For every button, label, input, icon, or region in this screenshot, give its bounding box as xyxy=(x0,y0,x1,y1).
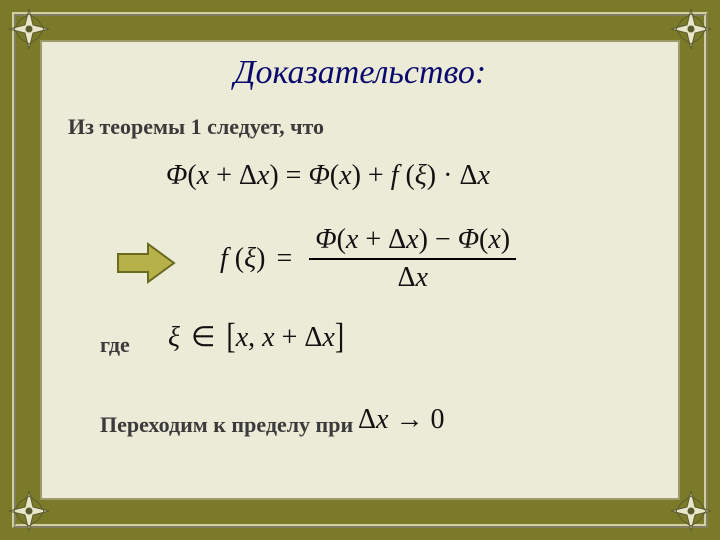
where-label: где xyxy=(100,332,130,358)
slide-outer-frame: Доказательство: Из теоремы 1 следует, чт… xyxy=(0,0,720,540)
fraction-denominator: Δx xyxy=(309,260,516,294)
xi-var: ξ xyxy=(168,322,180,353)
interval-body: x, x + Δx xyxy=(236,322,335,353)
slide-title: Доказательство: xyxy=(42,54,678,92)
bracket-right: ] xyxy=(335,316,344,358)
formula-2: f (ξ) = Φ(x + Δx) − Φ(x) Δx xyxy=(220,224,516,294)
slide-content-panel: Доказательство: Из теоремы 1 следует, чт… xyxy=(40,40,680,500)
equals-sign: = xyxy=(276,243,292,274)
implies-arrow-icon xyxy=(114,242,178,289)
intro-text: Из теоремы 1 следует, что xyxy=(68,114,324,140)
formula-1-lhs: Φ(x + Δx) xyxy=(166,160,279,191)
element-of: ∈ xyxy=(191,322,215,353)
formula-4: Δx → 0 xyxy=(358,404,444,436)
formula-3: ξ ∈ [x, x + Δx] xyxy=(168,320,344,354)
formula-2-lhs: f (ξ) xyxy=(220,243,265,274)
formula-1-rhs: Φ(x) + f (ξ) · Δx xyxy=(308,160,489,191)
equals-sign: = xyxy=(286,160,302,191)
limit-text: Переходим к пределу при xyxy=(100,412,353,438)
bracket-left: [ xyxy=(226,316,235,358)
formula-2-fraction: Φ(x + Δx) − Φ(x) Δx xyxy=(309,224,516,294)
slide-mid-frame: Доказательство: Из теоремы 1 следует, чт… xyxy=(12,12,708,528)
fraction-numerator: Φ(x + Δx) − Φ(x) xyxy=(309,224,516,258)
formula-1: Φ(x + Δx) = Φ(x) + f (ξ) · Δx xyxy=(166,160,490,192)
